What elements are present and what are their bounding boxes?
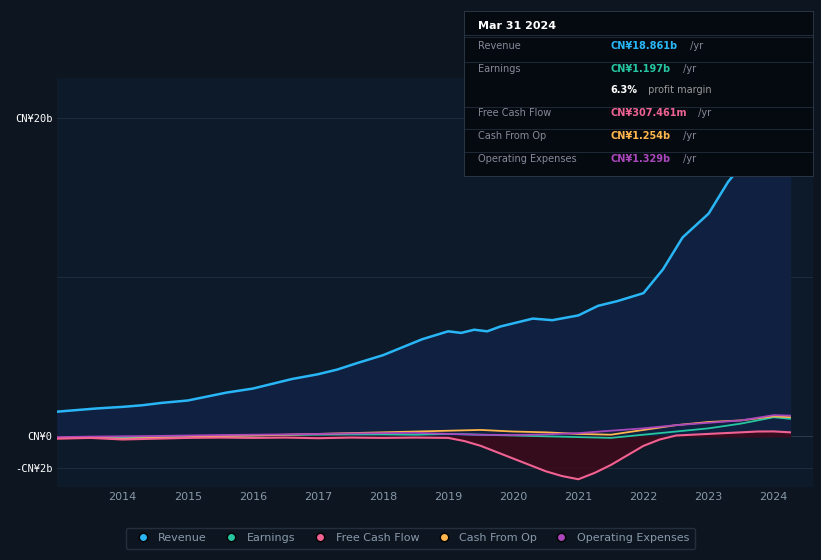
Text: Earnings: Earnings — [478, 64, 521, 74]
Legend: Revenue, Earnings, Free Cash Flow, Cash From Op, Operating Expenses: Revenue, Earnings, Free Cash Flow, Cash … — [126, 528, 695, 549]
Text: Revenue: Revenue — [478, 41, 521, 51]
Text: 6.3%: 6.3% — [610, 85, 637, 95]
Text: /yr: /yr — [680, 64, 695, 74]
Text: /yr: /yr — [680, 154, 695, 164]
Text: Operating Expenses: Operating Expenses — [478, 154, 576, 164]
Text: CN¥1.254b: CN¥1.254b — [610, 131, 671, 141]
Text: profit margin: profit margin — [645, 85, 712, 95]
Text: CN¥1.197b: CN¥1.197b — [610, 64, 671, 74]
Text: /yr: /yr — [687, 41, 704, 51]
Text: /yr: /yr — [680, 131, 695, 141]
Text: Mar 31 2024: Mar 31 2024 — [478, 21, 556, 31]
Text: CN¥1.329b: CN¥1.329b — [610, 154, 671, 164]
Text: CN¥307.461m: CN¥307.461m — [610, 108, 687, 118]
Text: /yr: /yr — [695, 108, 711, 118]
Text: Free Cash Flow: Free Cash Flow — [478, 108, 551, 118]
Text: Cash From Op: Cash From Op — [478, 131, 546, 141]
Text: CN¥18.861b: CN¥18.861b — [610, 41, 677, 51]
